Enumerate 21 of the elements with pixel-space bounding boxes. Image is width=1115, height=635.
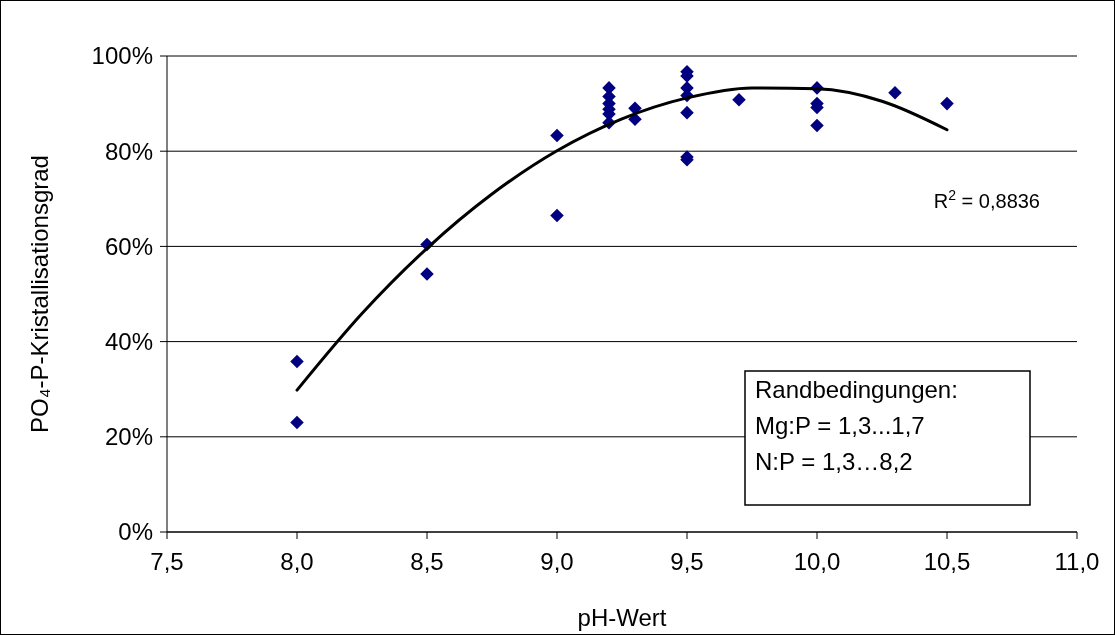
text-box: Randbedingungen: Mg:P = 1,3...1,7 N:P = 1,3…8,2 xyxy=(744,370,1031,506)
annotation: R$^{2}$ = 0,8836 xyxy=(933,187,1040,212)
x-axis-title: pH-Wert xyxy=(577,604,667,631)
x-tick-label: 9,5 xyxy=(670,548,704,575)
x-tick-label: 9,0 xyxy=(540,548,574,575)
y-tick-label: 60% xyxy=(104,232,153,260)
annotation: N:P = 1,3…8,2 xyxy=(755,448,913,475)
x-tick-label: 8,5 xyxy=(410,548,444,575)
y-tick-label: 40% xyxy=(104,328,153,355)
y-tick-label: 100% xyxy=(91,42,153,70)
x-tick-label: 10,5 xyxy=(923,548,971,575)
y-tick-label: 0% xyxy=(118,518,153,546)
x-tick-label: 10,0 xyxy=(793,548,841,575)
x-tick-label: 7,5 xyxy=(150,548,184,575)
y-tick-label: 20% xyxy=(104,423,153,451)
x-tick-label: 8,0 xyxy=(280,548,314,575)
x-tick-label: 11,0 xyxy=(1054,548,1100,575)
y-tick-label: 80% xyxy=(104,137,153,165)
annotation: Mg:P = 1,3...1,7 xyxy=(755,412,925,439)
annotation: Randbedingungen: xyxy=(755,376,958,403)
y-axis-title: PO₄-P-Kristallisationsgrad xyxy=(26,155,53,433)
